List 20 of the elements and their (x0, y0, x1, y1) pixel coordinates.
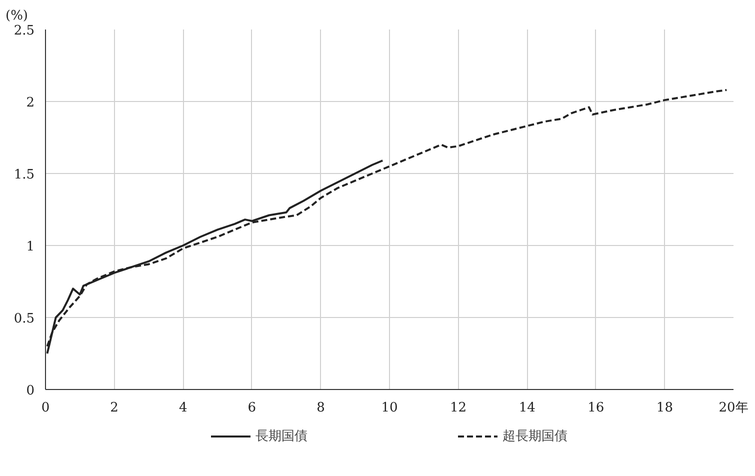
x-tick-label: 20年 (718, 400, 748, 416)
y-tick-label: 1 (26, 240, 35, 254)
x-tick-label: 0 (41, 400, 50, 416)
x-tick-label: 18 (656, 400, 673, 416)
x-tick-label: 12 (450, 400, 467, 416)
x-tick-label: 2 (110, 400, 118, 416)
x-tick-label: 10 (381, 400, 398, 416)
x-tick-label: 16 (588, 400, 604, 416)
legend-label: 超長期国債 (502, 428, 568, 445)
y-tick-label: 2.5 (14, 24, 35, 38)
x-tick-label: 8 (316, 400, 325, 416)
x-tick-label: 6 (248, 400, 256, 416)
y-tick-label: 2 (26, 96, 35, 110)
x-tick-label: 14 (518, 400, 536, 416)
y-tick-label: 1.5 (14, 168, 35, 182)
legend-label: 長期国債 (256, 428, 308, 445)
x-tick-label: 4 (178, 400, 188, 416)
y-tick-label: 0 (26, 384, 35, 398)
y-tick-label: 0.5 (14, 312, 35, 326)
y-axis-title: (%) (6, 8, 28, 24)
